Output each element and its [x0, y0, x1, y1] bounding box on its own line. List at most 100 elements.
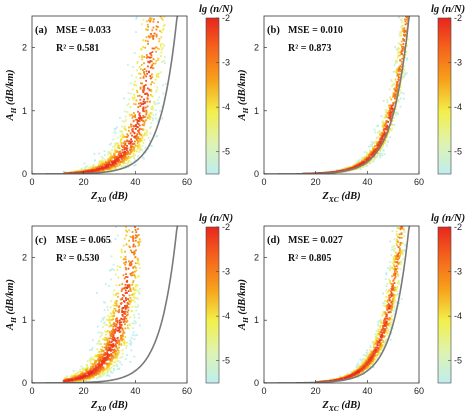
- data-point: [124, 125, 126, 128]
- data-point: [384, 330, 387, 333]
- data-point: [371, 142, 374, 145]
- data-point: [388, 297, 391, 300]
- data-point: [377, 124, 379, 127]
- data-point: [382, 340, 385, 342]
- data-point: [158, 72, 161, 75]
- data-point: [130, 150, 132, 153]
- data-point: [400, 249, 403, 252]
- data-point: [366, 352, 369, 354]
- data-point: [400, 241, 403, 244]
- data-point: [390, 98, 393, 101]
- data-point: [110, 268, 113, 271]
- data-point: [64, 378, 67, 381]
- data-point: [152, 114, 155, 117]
- colorbar-tick-label: -5: [222, 147, 230, 157]
- data-point: [392, 294, 394, 297]
- data-point: [99, 331, 102, 334]
- data-point: [394, 276, 397, 278]
- data-point: [79, 368, 82, 371]
- data-point: [137, 259, 140, 262]
- data-point: [366, 151, 368, 154]
- data-point: [390, 321, 392, 324]
- data-point: [95, 166, 97, 169]
- x-axis-label: ZXC (dB): [321, 191, 360, 204]
- data-point: [142, 119, 145, 122]
- data-point: [121, 251, 123, 254]
- data-point: [127, 290, 130, 292]
- data-point: [370, 140, 373, 143]
- data-point: [74, 373, 76, 376]
- data-point: [97, 368, 99, 371]
- data-point: [131, 272, 133, 274]
- data-point: [112, 328, 114, 331]
- data-point: [388, 321, 391, 324]
- data-point: [122, 142, 125, 144]
- data-point: [72, 370, 75, 372]
- data-point: [90, 376, 93, 378]
- data-point: [378, 347, 380, 350]
- data-point: [386, 124, 388, 127]
- data-point: [371, 341, 374, 343]
- data-point: [366, 349, 369, 352]
- data-point: [391, 266, 394, 269]
- data-point: [132, 287, 135, 289]
- data-point: [379, 130, 381, 133]
- data-point: [148, 61, 151, 64]
- data-point: [89, 349, 91, 351]
- data-point: [149, 77, 152, 80]
- data-point: [94, 361, 97, 364]
- data-point: [378, 332, 381, 335]
- data-point: [134, 140, 136, 143]
- data-point: [378, 143, 380, 146]
- data-point: [149, 112, 152, 115]
- data-point: [141, 128, 144, 131]
- data-point: [106, 368, 109, 371]
- y-tick-label: 1: [22, 106, 27, 116]
- data-point: [378, 338, 381, 340]
- data-point: [128, 260, 130, 263]
- data-point: [388, 289, 390, 292]
- data-point: [394, 258, 396, 261]
- data-point: [67, 379, 70, 382]
- data-point: [391, 320, 393, 323]
- data-point: [107, 158, 110, 161]
- data-point: [109, 168, 112, 171]
- data-point: [398, 249, 401, 251]
- data-point: [145, 92, 148, 95]
- data-point: [400, 91, 403, 94]
- data-point: [117, 276, 120, 279]
- data-point: [128, 300, 131, 303]
- data-point: [118, 331, 121, 333]
- data-point: [394, 274, 397, 276]
- data-point: [114, 331, 116, 334]
- data-point: [112, 336, 115, 339]
- data-point: [151, 73, 153, 76]
- data-point: [371, 354, 374, 357]
- data-point: [121, 120, 124, 122]
- data-point: [134, 234, 137, 237]
- data-point: [149, 52, 152, 55]
- data-point: [114, 338, 116, 341]
- data-point: [359, 358, 362, 361]
- data-point: [396, 73, 399, 75]
- data-point: [388, 88, 391, 91]
- data-point: [138, 66, 141, 68]
- data-point: [386, 283, 389, 285]
- data-point: [385, 122, 387, 125]
- data-point: [400, 232, 403, 235]
- data-point: [155, 89, 158, 91]
- data-point: [392, 116, 395, 119]
- data-point: [382, 302, 384, 304]
- data-point: [125, 243, 128, 246]
- data-point: [389, 136, 392, 139]
- data-point: [365, 164, 367, 167]
- data-point: [391, 307, 393, 310]
- data-point: [127, 155, 130, 158]
- data-point: [374, 355, 376, 358]
- y-tick-label: 0: [254, 169, 259, 179]
- data-point: [90, 170, 93, 172]
- data-point: [90, 363, 93, 366]
- data-point: [391, 120, 394, 122]
